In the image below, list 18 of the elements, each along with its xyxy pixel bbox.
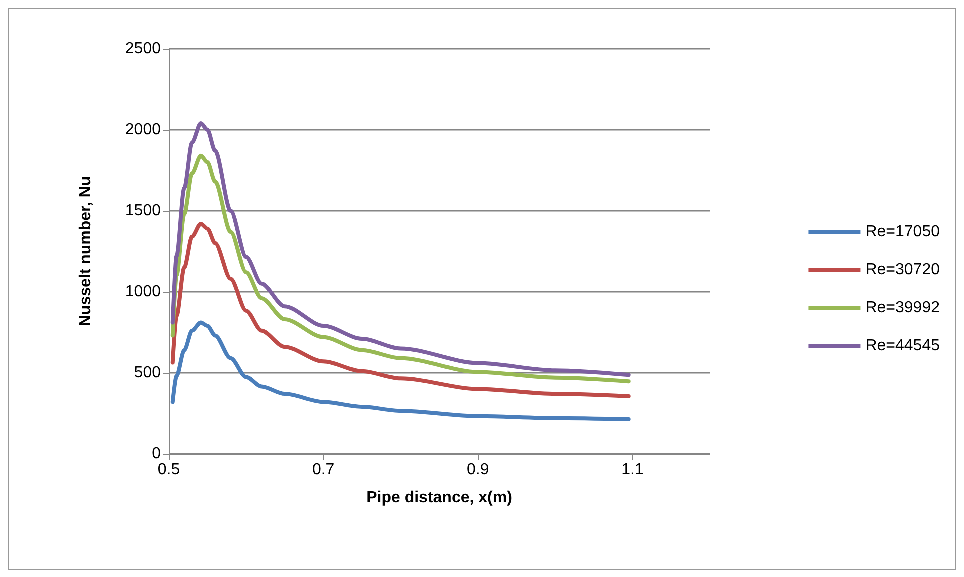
line-series xyxy=(170,320,631,422)
x-tick-label: 0.9 xyxy=(467,462,490,478)
x-axis-title: Pipe distance, x(m) xyxy=(366,490,512,506)
legend-label: Re=44545 xyxy=(866,338,940,354)
x-tick-label: 0.7 xyxy=(312,462,335,478)
y-tick-label: 0 xyxy=(152,446,162,462)
y-tick-label: 1000 xyxy=(125,284,162,300)
x-tick-label: 0.5 xyxy=(158,462,180,478)
y-tick-label: 1500 xyxy=(125,202,162,220)
legend-label: Re=39992 xyxy=(866,300,940,316)
x-tick-label: 1.1 xyxy=(622,462,644,478)
y-axis-title: Nusselt number, Nu xyxy=(78,176,94,327)
legend-label: Re=30720 xyxy=(866,262,940,278)
legend-label: Re=17050 xyxy=(866,224,940,240)
y-tick-label: 500 xyxy=(134,364,162,382)
line-series xyxy=(170,222,631,398)
y-tick-label: 2000 xyxy=(125,122,162,138)
y-tick-label: 2500 xyxy=(125,40,162,58)
